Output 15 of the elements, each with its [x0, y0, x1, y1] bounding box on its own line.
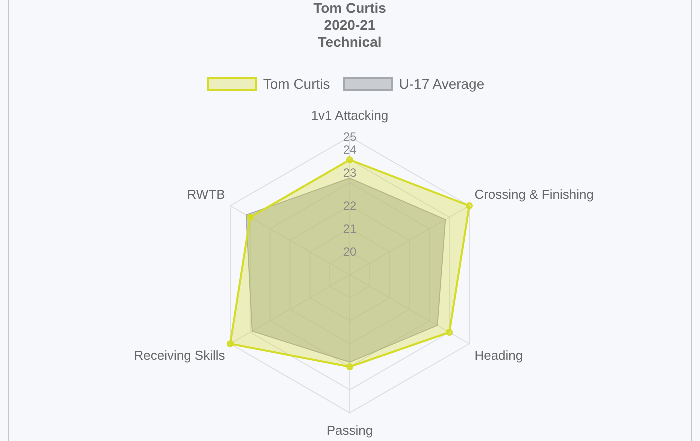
- y-tick-label: 24: [343, 143, 357, 157]
- y-tick-label: 23: [343, 166, 357, 180]
- y-tick-label: 20: [343, 245, 357, 259]
- y-tick-label: 22: [343, 199, 357, 213]
- legend-label: Tom Curtis: [263, 76, 330, 92]
- spoke-label: 1v1 Attacking: [311, 108, 389, 123]
- spoke-label: Receiving Skills: [134, 348, 226, 363]
- spoke-label: Passing: [326, 423, 374, 438]
- spoke-label: Heading: [474, 348, 524, 363]
- legend-label: U-17 Average: [399, 76, 485, 92]
- y-tick-label: 25: [343, 130, 357, 144]
- y-tick-label: 21: [343, 222, 357, 236]
- chart-title: Tom Curtis 2020-21 Technical: [312, 0, 388, 51]
- spoke-label: Crossing & Finishing: [474, 187, 594, 202]
- spoke-label: RWTB: [187, 187, 226, 202]
